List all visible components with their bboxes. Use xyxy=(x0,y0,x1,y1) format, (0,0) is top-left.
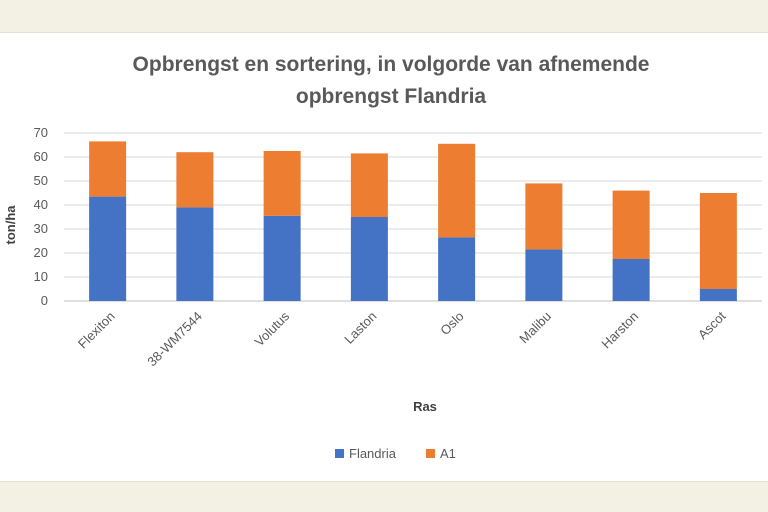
bar-flandria-malibu xyxy=(525,249,563,301)
y-tick-label: 40 xyxy=(34,197,48,212)
y-tick-label: 30 xyxy=(34,221,48,236)
bar-flandria-laston xyxy=(350,217,388,301)
y-tick-label: 10 xyxy=(34,269,48,284)
legend-label-a1: A1 xyxy=(440,446,456,461)
gridlines xyxy=(64,132,762,302)
bar-a1-malibu xyxy=(525,183,563,250)
bar-flandria-38-wm7544 xyxy=(176,207,214,301)
bar-a1-flexiton xyxy=(89,141,127,197)
legend-swatch-a1 xyxy=(426,449,435,458)
legend-label-flandria: Flandria xyxy=(349,446,397,461)
y-tick-label: 60 xyxy=(34,149,48,164)
bar-flandria-oslo xyxy=(438,237,476,301)
y-axis-ticks: 0 10 20 30 40 50 60 70 xyxy=(34,125,48,308)
chart-title-line-1: Opbrengst en sortering, in volgorde van … xyxy=(133,53,650,76)
x-tick-label: Volutus xyxy=(251,308,292,349)
bars xyxy=(89,141,737,301)
legend-swatch-flandria xyxy=(335,449,344,458)
bar-flandria-flexiton xyxy=(89,196,127,301)
y-tick-label: 0 xyxy=(41,293,48,308)
x-axis-label: Ras xyxy=(413,399,437,414)
x-tick-label: Flexiton xyxy=(75,309,118,352)
chart-panel: Opbrengst en sortering, in volgorde van … xyxy=(0,32,768,482)
bar-a1-oslo xyxy=(438,143,476,238)
y-tick-label: 20 xyxy=(34,245,48,260)
x-axis-ticks: Flexiton 38-WM7544 Volutus Laston Oslo Malibu… xyxy=(75,308,729,369)
bar-flandria-ascot xyxy=(699,289,737,301)
chart-title-line-2: opbrengst Flandria xyxy=(296,85,487,108)
bar-a1-38-wm7544 xyxy=(176,152,214,208)
x-tick-label: Ascot xyxy=(695,308,729,342)
y-tick-label: 50 xyxy=(34,173,48,188)
x-tick-label: Laston xyxy=(341,309,379,347)
bar-a1-ascot xyxy=(699,193,737,289)
bar-a1-harston xyxy=(612,190,650,259)
x-tick-label: Oslo xyxy=(437,309,467,339)
bar-a1-laston xyxy=(350,153,388,217)
bar-flandria-harston xyxy=(612,259,650,301)
x-tick-label: Malibu xyxy=(516,309,554,347)
y-tick-label: 70 xyxy=(34,125,48,140)
x-tick-label: 38-WM7544 xyxy=(144,309,205,370)
stacked-bar-chart: Opbrengst en sortering, in volgorde van … xyxy=(3,53,762,461)
y-axis-label: ton/ha xyxy=(3,205,18,245)
legend: Flandria A1 xyxy=(335,446,456,461)
bar-flandria-volutus xyxy=(263,215,301,301)
x-tick-label: Harston xyxy=(598,309,641,352)
bar-a1-volutus xyxy=(263,151,301,216)
